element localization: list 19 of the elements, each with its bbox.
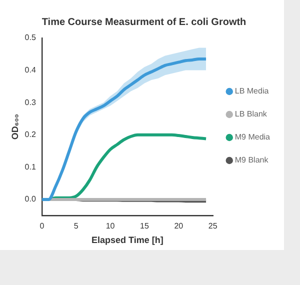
x-tick-label: 15	[140, 222, 150, 231]
y-tick-label: 0.5	[24, 33, 36, 42]
y-tick-label: 0.1	[24, 162, 36, 172]
x-tick-label: 0	[40, 222, 45, 231]
y-tick-label: 0.4	[24, 65, 36, 74]
x-axis-title: Elapsed Time [h]	[91, 235, 164, 246]
y-tick-label: 0.3	[24, 98, 36, 107]
legend-label: M9 Blank	[234, 156, 270, 165]
legend-label: LB Blank	[234, 110, 268, 119]
y-axis-title: OD₆₀₀	[10, 114, 20, 140]
x-tick-label: 20	[174, 222, 184, 231]
x-tick-label: 5	[74, 222, 79, 231]
y-tick-label: 0.0	[24, 194, 36, 204]
x-tick-label: 10	[106, 222, 116, 231]
y-tick-label: 0.2	[24, 130, 36, 140]
legend-label: M9 Media	[234, 132, 271, 142]
legend-label: LB Media	[234, 86, 270, 96]
chart-title: Time Course Measurment of E. coli Growth	[42, 16, 246, 28]
x-tick-label: 25	[208, 222, 218, 231]
